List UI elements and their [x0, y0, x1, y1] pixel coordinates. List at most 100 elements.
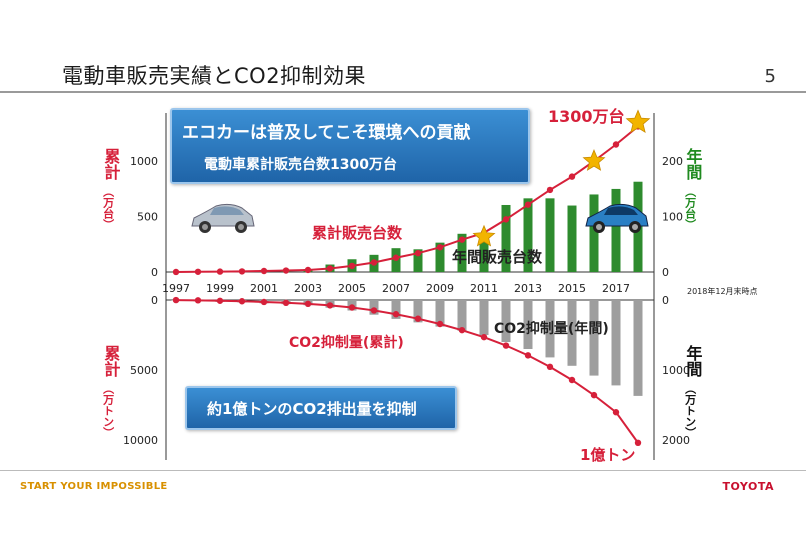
top-right-tick-label: 0: [662, 266, 669, 279]
bottom-left-tick-label: 5000: [130, 364, 158, 377]
annual-sales-bar: [523, 198, 533, 272]
year-tick-label: 2003: [294, 282, 322, 295]
bottom-right-axis-title-unit: （万トン）: [683, 383, 697, 438]
bottom-left-tick-label: 10000: [123, 434, 158, 447]
cumulative-co2-line: [175, 299, 639, 444]
top-right-axis-title-unit: （万台）: [683, 186, 697, 230]
cumulative-co2-point: [568, 376, 576, 384]
top-left-axis-title-unit: （万台）: [101, 186, 115, 230]
annual-co2-bar: [479, 300, 489, 335]
cumulative-co2-point: [304, 300, 312, 308]
cumulative-sales-point: [392, 254, 400, 261]
milestone-star: [625, 109, 651, 134]
cumulative-co2-point: [348, 304, 356, 311]
cumulative-sales-point: [348, 262, 356, 270]
annual-co2-bar: [501, 300, 511, 342]
top-left-tick-label: 0: [151, 266, 158, 279]
cumulative-sales-series-label: 累計販売台数: [312, 224, 403, 242]
year-tick-label: 2005: [338, 282, 366, 295]
cumulative-sales-total-label: 1300万台: [548, 107, 625, 126]
footer-tagline: START YOUR IMPOSSIBLE: [20, 481, 168, 492]
bottom-right-tick-label: 2000: [662, 434, 690, 447]
bottom-right-axis-title-main: 年間: [683, 345, 703, 377]
annual-co2-bar: [611, 300, 621, 386]
year-tick-label: 2007: [382, 282, 410, 295]
cumulative-co2-point: [326, 302, 334, 309]
cumulative-sales-point: [524, 201, 532, 208]
cumulative-sales-point: [194, 268, 202, 275]
annual-co2-series-label: CO2抑制量(年間): [494, 321, 609, 337]
annual-sales-series-label: 年間販売台数: [452, 248, 543, 266]
top-right-tick-label: 200: [662, 155, 683, 168]
cumulative-sales-point: [436, 244, 444, 251]
cumulative-sales-point: [546, 186, 554, 194]
co2-banner-text: 約1億トンのCO2排出量を抑制: [207, 400, 417, 418]
year-tick-label: 2015: [558, 282, 586, 295]
footer-divider: [0, 470, 806, 471]
cumulative-co2-point: [260, 298, 268, 306]
cumulative-sales-point: [568, 173, 576, 180]
bottom-left-axis-title-unit: （万トン）: [101, 383, 115, 438]
cumulative-sales-point: [502, 216, 510, 223]
top-left-tick-label: 500: [137, 211, 158, 224]
cumulative-co2-point: [370, 307, 378, 314]
footer-brand: TOYOTA: [722, 480, 774, 493]
cumulative-co2-point: [238, 298, 246, 305]
milestone-star: [582, 149, 606, 171]
bottom-left-tick-label: 0: [151, 294, 158, 307]
cumulative-sales-point: [326, 265, 334, 272]
year-tick-label: 2009: [426, 282, 454, 295]
cumulative-sales-point: [612, 141, 620, 148]
annual-co2-bar: [457, 300, 467, 331]
annual-co2-bar: [435, 300, 445, 327]
cumulative-co2-point: [634, 439, 642, 446]
cumulative-co2-point: [502, 342, 510, 349]
annual-sales-bar: [457, 233, 467, 272]
annual-co2-bar: [413, 300, 423, 323]
cumulative-co2-point: [172, 296, 180, 304]
annual-co2-bar: [567, 300, 577, 366]
cumulative-co2-point: [414, 315, 422, 322]
cumulative-co2-point: [590, 391, 598, 399]
cumulative-co2-point: [392, 311, 400, 318]
bottom-right-tick-label: 0: [662, 294, 669, 307]
headline-banner-line2: 電動車累計販売台数1300万台: [204, 157, 397, 173]
annual-sales-bar: [567, 205, 577, 272]
annual-sales-bar: [589, 194, 599, 272]
year-tick-label: 2001: [250, 282, 278, 295]
year-tick-label: 2011: [470, 282, 498, 295]
co2-banner: 約1億トンのCO2排出量を抑制: [185, 386, 457, 430]
year-tick-label: 1999: [206, 282, 234, 295]
cumulative-sales-point: [282, 267, 290, 274]
hybrid-car-illustration: [191, 203, 255, 233]
cumulative-co2-point: [480, 333, 488, 341]
year-tick-label: 2013: [514, 282, 542, 295]
cumulative-sales-point: [414, 249, 422, 257]
cumulative-co2-point: [282, 299, 290, 306]
annual-sales-bar: [413, 249, 423, 272]
cumulative-co2-point: [524, 352, 532, 359]
cumulative-sales-point: [370, 259, 378, 266]
top-left-axis-title-main: 累計: [101, 148, 121, 180]
cumulative-sales-point: [238, 268, 246, 275]
cumulative-co2-point: [216, 297, 224, 304]
top-right-tick-label: 100: [662, 211, 683, 224]
annual-co2-bar: [545, 300, 555, 358]
cumulative-co2-point: [436, 320, 444, 328]
top-right-axis-title-main: 年間: [683, 148, 703, 180]
top-left-tick-label: 1000: [130, 155, 158, 168]
cumulative-sales-point: [216, 268, 224, 275]
milestone-star: [472, 224, 496, 247]
bottom-right-axis-title: 年間 （万トン）: [683, 345, 703, 438]
cumulative-co2-point: [194, 297, 202, 304]
top-right-axis-title: 年間 （万台）: [683, 148, 703, 230]
annual-co2-bar: [589, 300, 599, 376]
cumulative-sales-line: [175, 125, 639, 273]
annual-sales-bar: [479, 237, 489, 272]
top-left-axis-title: 累計 （万台）: [101, 148, 121, 230]
fuel-cell-car-illustration: [585, 203, 649, 233]
annual-co2-bar: [523, 300, 533, 349]
annual-sales-bar: [501, 204, 511, 272]
headline-banner: エコカーは普及してこそ環境への貢献 電動車累計販売台数1300万台: [170, 108, 530, 184]
